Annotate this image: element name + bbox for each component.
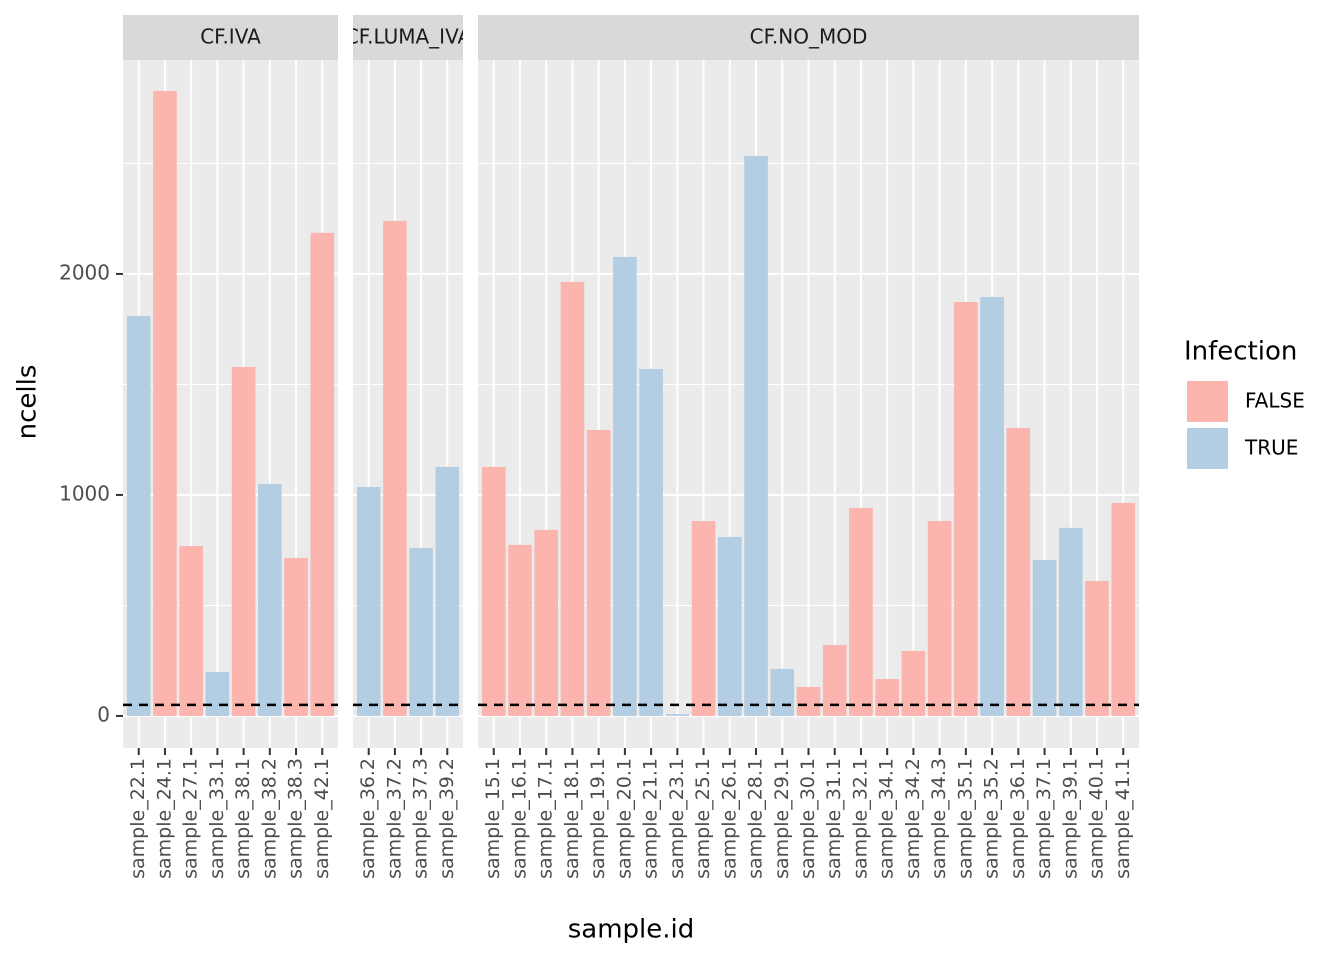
x-tick-label: sample_36.2 xyxy=(357,758,379,879)
bar xyxy=(639,368,663,716)
bar xyxy=(1006,427,1031,716)
x-tick-label: sample_24.1 xyxy=(153,758,175,879)
x-tick-label: sample_20.1 xyxy=(613,758,635,879)
x-tick-label: sample_31.1 xyxy=(823,758,845,879)
bar xyxy=(1058,527,1083,716)
x-tick-label: sample_38.3 xyxy=(285,758,307,879)
x-tick-label: sample_42.1 xyxy=(311,758,333,879)
x-tick-label: sample_18.1 xyxy=(561,758,583,879)
x-tick-label: sample_30.1 xyxy=(797,758,819,879)
x-tick-label: sample_37.2 xyxy=(383,758,405,879)
bar xyxy=(1032,559,1057,716)
bar xyxy=(822,645,847,716)
x-tick-label: sample_19.1 xyxy=(587,758,609,879)
x-tick-label: sample_37.3 xyxy=(410,758,432,879)
x-tick-label: sample_38.1 xyxy=(232,758,254,879)
y-tick-label: 0 xyxy=(97,702,110,726)
legend-label: FALSE xyxy=(1245,389,1305,413)
bar xyxy=(481,466,506,716)
bar xyxy=(586,429,611,716)
bar xyxy=(435,466,460,716)
x-tick-label: sample_28.1 xyxy=(745,758,767,879)
legend-title: Infection xyxy=(1184,337,1297,367)
bar xyxy=(560,281,585,716)
bar xyxy=(153,90,177,716)
legend-label: TRUE xyxy=(1244,436,1298,460)
x-tick-label: sample_40.1 xyxy=(1086,758,1108,879)
x-tick-label: sample_39.1 xyxy=(1059,758,1081,879)
x-tick-label: sample_25.1 xyxy=(692,758,714,879)
x-tick-label: sample_38.2 xyxy=(258,758,280,879)
x-tick-label: sample_32.1 xyxy=(849,758,871,879)
x-tick-label: sample_22.1 xyxy=(127,758,149,879)
bar xyxy=(954,302,978,716)
bar xyxy=(508,544,532,716)
bar xyxy=(205,671,230,716)
x-axis-label: sample.id xyxy=(568,915,695,945)
x-tick-label: sample_21.1 xyxy=(640,758,662,879)
bar xyxy=(849,507,873,716)
x-tick-label: sample_29.1 xyxy=(771,758,793,879)
bar xyxy=(980,296,1004,716)
bar xyxy=(718,536,742,716)
bar xyxy=(356,486,381,716)
x-tick-label: sample_36.1 xyxy=(1007,758,1029,879)
bar xyxy=(691,521,716,716)
bar xyxy=(383,220,407,716)
bar xyxy=(310,232,335,716)
bar xyxy=(927,521,952,716)
x-tick-label: sample_39.2 xyxy=(436,758,458,879)
bar xyxy=(796,687,821,716)
y-tick-label: 1000 xyxy=(59,481,110,505)
x-tick-label: sample_16.1 xyxy=(508,758,530,879)
facet-title: CF.IVA xyxy=(200,25,261,49)
facet-strip xyxy=(478,15,1139,60)
x-tick-label: sample_41.1 xyxy=(1112,758,1134,879)
bar xyxy=(179,545,203,716)
facet-strip xyxy=(123,15,338,60)
y-tick-label: 2000 xyxy=(59,260,110,284)
x-tick-label: sample_34.3 xyxy=(928,758,950,879)
bar xyxy=(665,714,690,716)
legend-key xyxy=(1185,426,1230,471)
bar xyxy=(613,256,637,716)
x-tick-label: sample_23.1 xyxy=(666,758,688,879)
bar xyxy=(1085,580,1109,716)
x-tick-label: sample_33.1 xyxy=(206,758,228,879)
x-tick-label: sample_27.1 xyxy=(180,758,202,879)
legend-key xyxy=(1185,379,1230,424)
x-tick-label: sample_37.1 xyxy=(1033,758,1055,879)
bar xyxy=(409,547,433,716)
bar xyxy=(875,679,899,716)
facet-title: CF.NO_MOD xyxy=(750,25,868,49)
x-tick-label: sample_35.1 xyxy=(954,758,976,879)
bar xyxy=(1111,502,1136,716)
x-tick-label: sample_17.1 xyxy=(535,758,557,879)
y-axis-label: ncells xyxy=(13,365,43,440)
bar xyxy=(534,529,559,716)
bar xyxy=(770,668,795,716)
x-tick-label: sample_34.1 xyxy=(876,758,898,879)
x-tick-label: sample_34.2 xyxy=(902,758,924,879)
bar xyxy=(258,483,282,716)
x-tick-label: sample_35.2 xyxy=(981,758,1003,879)
bar xyxy=(744,155,768,716)
facet-strip xyxy=(353,15,463,60)
bar xyxy=(126,315,151,716)
bar xyxy=(284,557,308,716)
bar xyxy=(901,650,926,716)
facet-title: CF.LUMA_IVA xyxy=(345,25,472,49)
bar xyxy=(231,366,256,716)
x-tick-label: sample_26.1 xyxy=(718,758,740,879)
x-tick-label: sample_15.1 xyxy=(482,758,504,879)
